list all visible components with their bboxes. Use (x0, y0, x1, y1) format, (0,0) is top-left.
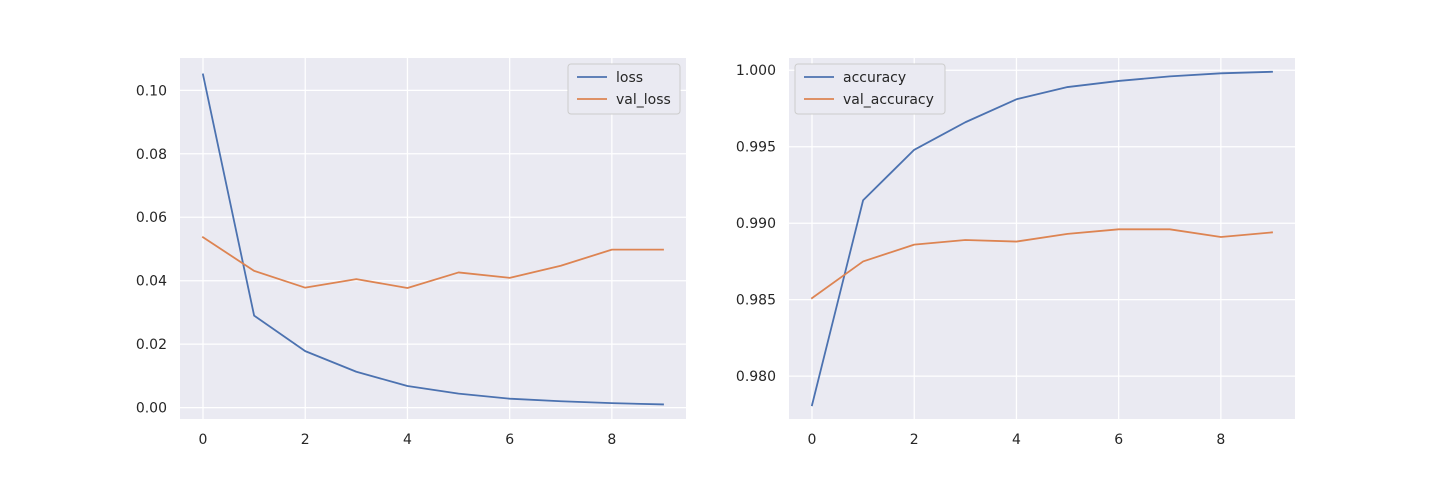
series-line-accuracy (810, 70, 1273, 407)
x-tick-label: 8 (607, 432, 616, 448)
y-tick-label: 0.990 (736, 216, 776, 232)
series-line-loss (201, 73, 664, 406)
series-line-val-loss (201, 235, 664, 289)
x-tick-label: 0 (808, 432, 817, 448)
chart-panel-2: 0.980 0.985 0.990 0.995 1.000 0 2 4 6 8 accuracy va… (736, 58, 1295, 448)
y-tick-label: 0.00 (136, 401, 167, 417)
legend: accuracy val_accuracy (794, 63, 946, 115)
y-tick-label: 0.06 (136, 210, 167, 226)
y-tick-label: 0.995 (736, 140, 776, 156)
legend-label: accuracy (843, 70, 906, 86)
x-tick-label: 2 (301, 432, 310, 448)
x-tick-label: 8 (1216, 432, 1225, 448)
legend-label: loss (616, 70, 643, 86)
x-tick-label: 6 (1114, 432, 1123, 448)
y-tick-label: 0.02 (136, 337, 167, 353)
chart-panel-1: 0.00 0.02 0.04 0.06 0.08 0.10 0 2 4 6 8 loss val_los… (136, 58, 686, 448)
y-tick-label: 0.985 (736, 293, 776, 309)
x-tick-label: 2 (910, 432, 919, 448)
y-tick-label: 0.08 (136, 147, 167, 163)
y-tick-label: 0.04 (136, 274, 167, 290)
legend-label: val_accuracy (843, 92, 934, 108)
legend: loss val_loss (567, 63, 681, 115)
y-tick-label: 0.980 (736, 369, 776, 385)
y-tick-label: 1.000 (736, 63, 776, 79)
legend-label: val_loss (616, 92, 671, 108)
series-line-val-accuracy (810, 228, 1273, 300)
x-tick-label: 0 (199, 432, 208, 448)
x-tick-label: 6 (505, 432, 514, 448)
y-tick-label: 0.10 (136, 83, 167, 99)
plot-area (180, 58, 686, 419)
x-tick-label: 4 (1012, 432, 1021, 448)
x-tick-label: 4 (403, 432, 412, 448)
